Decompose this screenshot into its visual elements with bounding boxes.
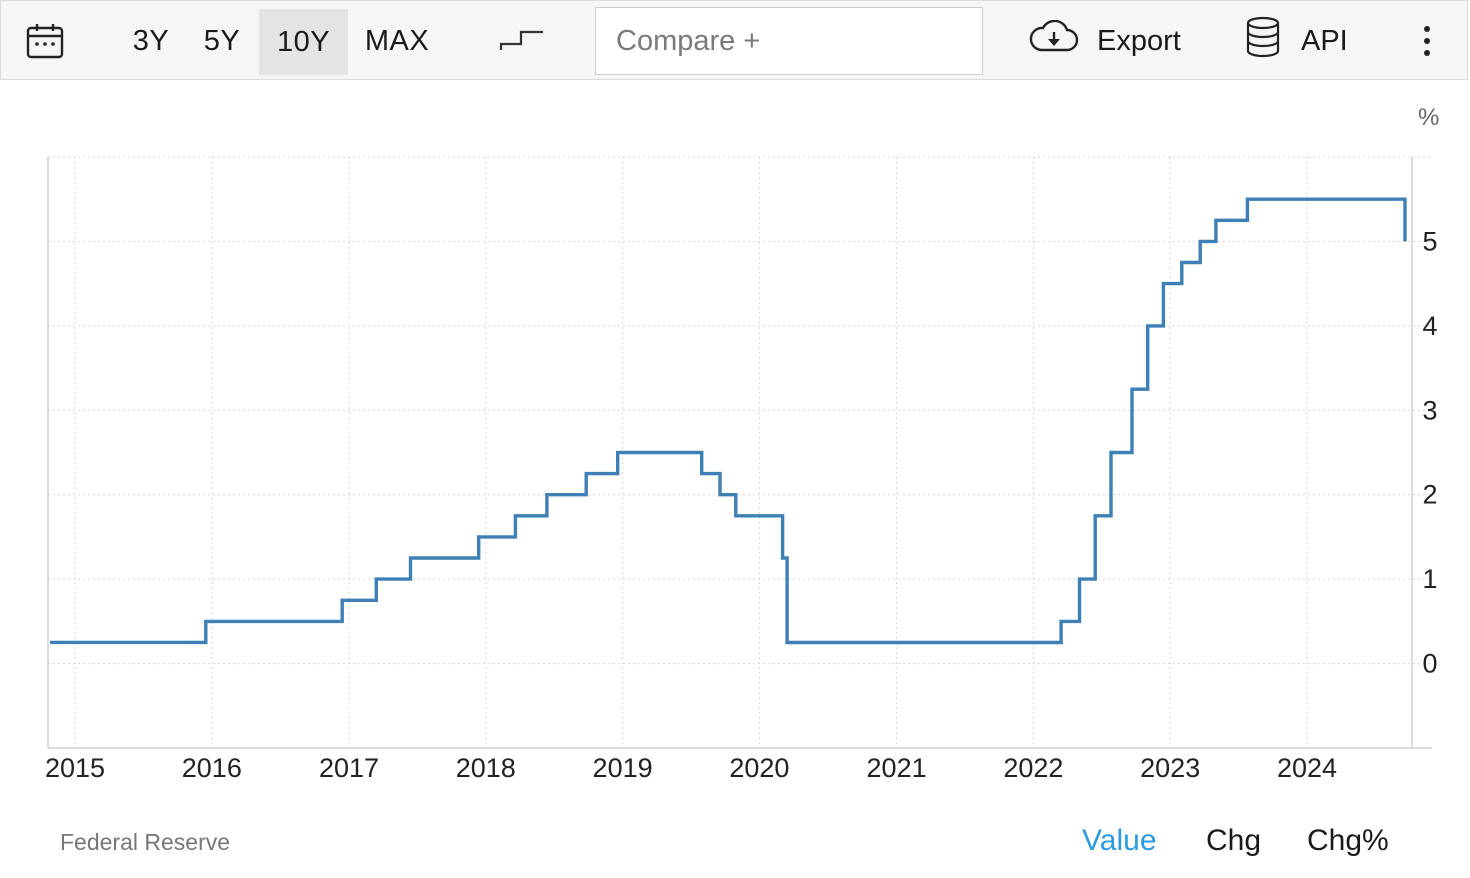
x-tick-label: 2019 <box>593 753 653 783</box>
y-tick-label: 4 <box>1422 311 1437 341</box>
data-source: Federal Reserve <box>60 829 231 855</box>
x-tick-label: 2017 <box>319 753 379 783</box>
tab-chg[interactable]: Chg <box>1206 824 1262 857</box>
export-label: Export <box>1097 24 1181 57</box>
series-line <box>50 197 1407 645</box>
chart-grid <box>48 156 1432 748</box>
x-tick-label: 2023 <box>1140 753 1200 783</box>
compare-input[interactable] <box>595 7 983 75</box>
tab-value[interactable]: Value <box>1082 824 1157 857</box>
x-tick-label: 2024 <box>1277 753 1337 783</box>
range-10y-button[interactable]: 10Y <box>259 9 348 75</box>
x-axis-labels: 2015 2016 2017 2018 2019 2020 2021 2022 2023 2024 <box>45 753 1337 783</box>
y-tick-label: 3 <box>1422 395 1437 425</box>
y-tick-label: 5 <box>1422 226 1437 256</box>
x-tick-label: 2016 <box>182 753 242 783</box>
x-tick-label: 2022 <box>1003 753 1063 783</box>
y-axis-unit: % <box>1418 104 1440 131</box>
range-max-button[interactable]: MAX <box>364 24 430 57</box>
tab-chg-percent[interactable]: Chg% <box>1307 824 1389 857</box>
y-tick-label: 2 <box>1422 480 1437 510</box>
api-label: API <box>1301 24 1348 57</box>
x-tick-label: 2018 <box>456 753 516 783</box>
step-line-icon[interactable] <box>495 1 547 81</box>
calendar-icon[interactable] <box>23 1 67 81</box>
x-tick-label: 2020 <box>729 753 789 783</box>
policy-rate-chart: 2015 2016 2017 2018 2019 2020 2021 2022 2023 2024… <box>45 156 1438 783</box>
database-icon <box>1245 16 1281 66</box>
api-button[interactable]: API <box>1245 1 1365 81</box>
cloud-download-icon <box>1029 19 1079 62</box>
y-tick-label: 1 <box>1422 564 1437 594</box>
y-axis-labels: 0 1 2 3 4 5 <box>1422 226 1437 678</box>
range-5y-button[interactable]: 5Y <box>203 24 241 57</box>
vertical-ellipsis-icon[interactable] <box>1409 1 1445 81</box>
chart-axes <box>47 157 1432 749</box>
x-tick-label: 2021 <box>867 753 927 783</box>
y-tick-label: 0 <box>1422 649 1437 679</box>
export-button[interactable]: Export <box>1029 1 1199 81</box>
range-3y-button[interactable]: 3Y <box>132 24 170 57</box>
chart-toolbar: 3Y 5Y 10Y MAX Export API <box>0 0 1468 80</box>
x-tick-label: 2015 <box>45 753 105 783</box>
